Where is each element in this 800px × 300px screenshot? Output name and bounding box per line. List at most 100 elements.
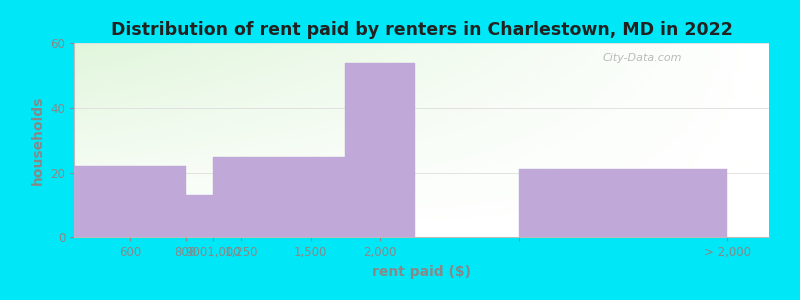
Bar [644, 113, 651, 115]
Bar [714, 146, 720, 148]
Bar [658, 82, 665, 84]
Bar [130, 51, 137, 53]
Bar [346, 152, 352, 154]
Bar [82, 80, 88, 82]
Bar [762, 94, 769, 96]
Bar [567, 220, 574, 222]
Bar [610, 63, 616, 65]
Bar [429, 49, 436, 51]
Bar [699, 179, 706, 181]
Bar [574, 212, 582, 214]
Bar [137, 107, 144, 109]
Bar [616, 187, 623, 189]
Bar [269, 135, 276, 137]
Bar [450, 146, 457, 148]
Bar [373, 175, 380, 177]
Bar [199, 78, 206, 80]
Bar [262, 199, 269, 200]
Bar [206, 177, 214, 179]
Bar [186, 45, 193, 47]
Bar [414, 181, 422, 183]
Bar [546, 156, 554, 158]
Bar [346, 236, 352, 237]
Bar [137, 236, 144, 237]
Bar [436, 148, 442, 150]
Bar [227, 117, 234, 119]
Bar [574, 70, 582, 72]
Bar [463, 63, 470, 65]
Bar [234, 177, 241, 179]
Bar [699, 84, 706, 86]
Bar [283, 47, 290, 49]
Bar [262, 224, 269, 226]
Bar [505, 152, 512, 154]
Bar [644, 233, 651, 236]
Bar [248, 125, 255, 127]
Bar [429, 181, 436, 183]
Bar [123, 86, 130, 88]
Bar [630, 195, 637, 197]
Bar [595, 86, 602, 88]
Bar [178, 67, 186, 69]
Bar [186, 202, 193, 204]
Bar [297, 135, 304, 137]
Bar [630, 183, 637, 185]
Bar [686, 154, 693, 156]
Bar [338, 204, 346, 206]
Bar [429, 111, 436, 113]
Bar [686, 202, 693, 204]
Bar [387, 121, 394, 123]
Bar [248, 135, 255, 137]
Bar [310, 53, 318, 55]
Bar [526, 70, 533, 72]
Bar [414, 90, 422, 92]
Bar [304, 166, 310, 167]
Bar [589, 214, 595, 216]
Bar [88, 140, 95, 142]
Bar [214, 107, 220, 109]
Bar [484, 109, 491, 111]
Bar [290, 206, 297, 208]
Bar [137, 171, 144, 173]
Bar [470, 133, 478, 135]
Bar [206, 76, 214, 78]
Bar [644, 115, 651, 117]
Bar [297, 51, 304, 53]
Bar [463, 169, 470, 171]
Bar [644, 230, 651, 232]
Bar [144, 123, 151, 125]
Bar [429, 195, 436, 197]
Bar [678, 136, 686, 138]
Bar [414, 200, 422, 202]
Bar [137, 57, 144, 59]
Bar [762, 177, 769, 179]
Bar [165, 204, 172, 206]
Bar [589, 187, 595, 189]
Bar [422, 216, 429, 218]
Bar [130, 200, 137, 202]
Bar [658, 70, 665, 72]
Bar [651, 236, 658, 237]
Bar [151, 226, 158, 228]
Bar [123, 179, 130, 181]
Bar [248, 189, 255, 191]
Bar [540, 53, 546, 55]
Bar [262, 233, 269, 236]
Bar [644, 226, 651, 228]
Bar [457, 232, 463, 233]
Bar [742, 199, 748, 200]
Bar [755, 195, 762, 197]
Bar [602, 233, 610, 236]
Bar [630, 236, 637, 237]
Bar [346, 96, 352, 98]
Bar [505, 191, 512, 193]
Bar [533, 127, 540, 129]
Bar [463, 119, 470, 121]
Bar [429, 218, 436, 220]
Bar [422, 113, 429, 115]
Bar [262, 162, 269, 164]
Bar [429, 173, 436, 175]
Bar [214, 109, 220, 111]
Bar [616, 146, 623, 148]
Bar [283, 100, 290, 102]
